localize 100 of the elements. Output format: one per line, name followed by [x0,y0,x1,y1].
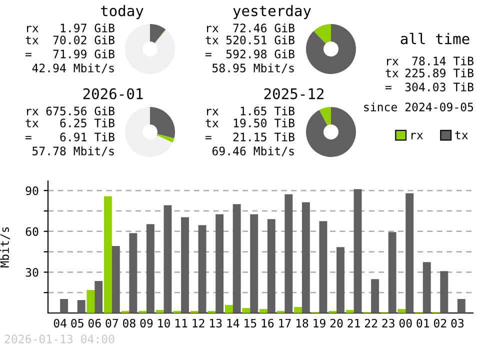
bar [354,189,362,313]
bar [86,290,95,313]
y-tick-label: 90 [26,186,38,196]
donut-slice [125,24,175,74]
bar [129,233,138,313]
x-tick-label: 21 [348,318,360,328]
bar [224,304,233,313]
x-tick-label: 12 [192,318,204,328]
text: 19.50 TiB [234,118,294,128]
donut-slice [150,24,166,44]
text: tx [386,69,398,78]
x-tick-label: 17 [279,318,291,328]
bar [259,309,268,313]
y-tick-label: 30 [26,268,38,277]
bar [267,219,276,313]
bar [112,246,120,313]
x-tick-label: 15 [244,318,256,328]
x-tick-label: 19 [314,318,326,328]
x-tick-label: 10 [158,318,170,328]
bar [371,279,380,313]
text: 57.78 Mbit/s [32,146,114,156]
x-tick-label: 00 [399,318,412,328]
donut-slice [319,107,331,126]
donut-slice [306,24,356,74]
text: tx [206,119,218,128]
legend-label: tx [455,131,468,140]
bar [60,298,68,313]
x-tick-label: 09 [140,318,153,328]
text: 592.98 GiB [226,49,294,58]
text: all time [400,32,470,44]
text: rx [207,26,218,32]
text: rx [387,58,398,66]
text: 1.97 GiB [60,23,114,32]
x-tick-label: 22 [364,318,378,328]
chart-title: 2026-01 [83,88,143,100]
bar [302,202,310,313]
y-tick-label: 60 [26,227,38,236]
text: rx [207,108,218,116]
y-axis-title: Mbit/s [0,227,10,268]
text: 58.95 Mbit/s [212,63,294,74]
donut-slice [306,107,356,157]
bar [336,247,344,313]
donut-slice [156,134,174,143]
bar [94,281,103,313]
chart-title: yesterday [233,4,311,20]
donut-slice [150,107,175,138]
bar [294,307,302,313]
x-tick-label: 01 [416,318,430,328]
x-tick-label: 20 [330,318,343,328]
bar [198,225,206,313]
x-tick-label: 11 [175,318,188,328]
bar [146,224,154,313]
bar [284,194,293,313]
x-tick-label: 18 [296,318,308,328]
text: 304.03 TiB [405,82,474,92]
text: 6.91 TiB [60,132,114,142]
text: 69.46 Mbit/s [212,146,294,156]
text: = [205,136,212,140]
bar [422,262,431,313]
text: = [205,52,212,56]
bar [398,309,406,313]
x-tick-label: 06 [88,318,101,328]
x-tick-label: 04 [54,318,66,328]
bar [164,205,172,313]
x-tick-label: 13 [210,318,222,328]
text: = [25,136,32,140]
bar [232,204,241,313]
x-tick-label: 03 [451,318,464,328]
donut-slice [154,29,166,44]
bar [181,217,189,313]
chart-title: today [100,4,144,20]
donut-slice [125,107,173,157]
text: = [25,52,32,56]
text: 21.15 TiB [233,132,294,142]
text: 72.46 GiB [233,23,294,32]
text: rx [27,26,38,32]
text: 675.56 GiB [46,106,114,116]
text: 70.02 GiB [53,35,114,44]
bar [250,214,258,313]
bar [216,214,224,313]
bar [406,193,414,313]
x-tick-label: 16 [262,318,274,328]
bar [440,271,448,313]
bar [104,196,112,313]
text: 78.14 TiB [412,56,474,66]
bar [156,310,164,313]
bar [457,298,466,313]
text: 520.51 GiB [226,35,294,44]
legend-label: rx [412,132,423,140]
bar [388,232,396,313]
x-tick-label: 05 [71,318,84,328]
text: 71.99 GiB [53,49,114,58]
x-tick-label: 08 [123,318,136,328]
bar [77,300,86,313]
text: rx [27,108,38,116]
text: tx [26,36,38,44]
x-tick-label: 23 [382,318,394,328]
text: 6.25 TiB [60,118,114,128]
text: tx [26,119,38,128]
bar [346,310,354,313]
